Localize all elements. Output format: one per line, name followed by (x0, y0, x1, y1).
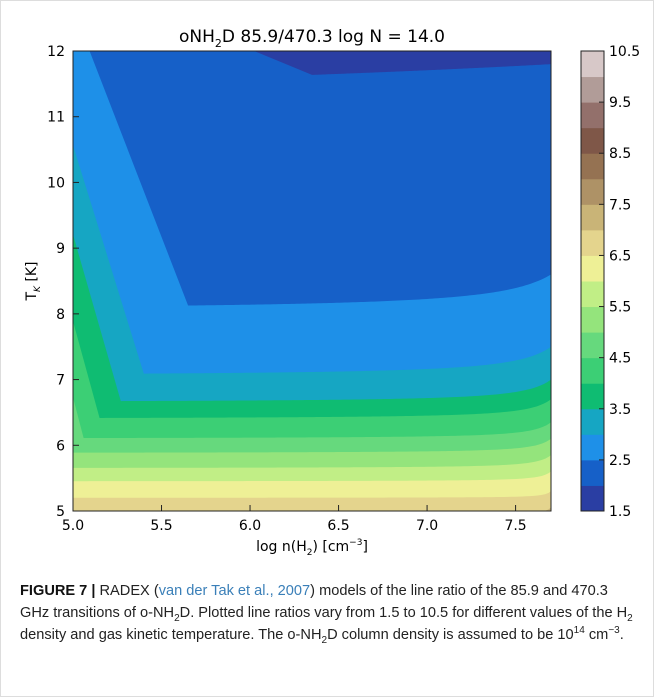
plot-frame (72, 50, 552, 512)
colorbar-tick-label: 9.5 (609, 95, 631, 111)
contour-bands (73, 51, 551, 511)
x-tick-label: 6.5 (327, 518, 349, 534)
colorbar-segment (581, 434, 604, 461)
colorbar-tick-label: 2.5 (609, 453, 631, 469)
colorbar-segment (581, 408, 604, 435)
colorbar-tick-label: 3.5 (609, 402, 631, 418)
y-tick-label: 7 (56, 373, 65, 389)
x-axis: 5.0 5.5 6.0 6.5 7.0 7.5 (62, 505, 527, 534)
colorbar-segment (581, 204, 604, 231)
colorbar-tick-label: 1.5 (609, 504, 631, 520)
x-tick-label: 6.0 (239, 518, 261, 534)
x-tick-label: 5.5 (150, 518, 172, 534)
x-tick-label: 7.0 (416, 518, 438, 534)
colorbar-segment (581, 281, 604, 308)
y-tick-label: 8 (56, 307, 65, 323)
y-axis: 5 6 7 8 9 10 11 12 (47, 44, 79, 520)
colorbar-tick-label: 8.5 (609, 146, 631, 162)
x-tick-label: 7.5 (504, 518, 526, 534)
figure-label: FIGURE 7 | (20, 583, 96, 599)
colorbar-segment (581, 127, 604, 154)
x-tick-label: 5.0 (62, 518, 84, 534)
x-axis-label: log n(H2) [cm−3] (256, 538, 368, 558)
y-tick-label: 12 (47, 44, 65, 60)
colorbar-tick-label: 7.5 (609, 197, 631, 213)
contour-chart: 5.0 5.5 6.0 6.5 7.0 7.5 5 6 7 8 9 10 11 12 oNH2D 85.… (24, 27, 640, 558)
figure-caption: FIGURE 7 | RADEX (van der Tak et al., 20… (20, 583, 633, 646)
y-tick-label: 5 (56, 504, 65, 520)
colorbar-segment (581, 383, 604, 410)
colorbar-segment (581, 485, 604, 512)
colorbar-segment (581, 459, 604, 486)
colorbar-segment (581, 51, 604, 78)
colorbar-tick-label: 6.5 (609, 248, 631, 264)
colorbar-segment (581, 306, 604, 333)
y-tick-label: 11 (47, 110, 65, 126)
colorbar-segment (581, 76, 604, 103)
citation-link[interactable]: van der Tak et al., 2007 (158, 583, 311, 599)
colorbar-tick-label: 4.5 (609, 351, 631, 367)
y-tick-label: 9 (56, 241, 65, 257)
colorbar-frame (580, 50, 605, 512)
colorbar-tick-label: 5.5 (609, 300, 631, 316)
colorbar-segment (581, 255, 604, 282)
y-tick-label: 6 (56, 438, 65, 454)
colorbar-segment (581, 357, 604, 384)
colorbar-tick-label: 10.5 (609, 44, 640, 60)
chart-title: oNH2D 85.9/470.3 log N = 14.0 (179, 27, 445, 50)
contour-band (89, 51, 551, 306)
colorbar-segment (581, 332, 604, 359)
y-axis-label: TK [K] (24, 261, 43, 301)
colorbar-segment (581, 178, 604, 205)
colorbar-segment (581, 229, 604, 256)
colorbar: 1.5 2.5 3.5 4.5 5.5 6.5 7.5 8.5 9.5 10.5 (580, 44, 640, 520)
y-tick-label: 10 (47, 175, 65, 191)
colorbar-segment (581, 102, 604, 129)
contour-band (254, 51, 551, 75)
colorbar-segment (581, 153, 604, 180)
